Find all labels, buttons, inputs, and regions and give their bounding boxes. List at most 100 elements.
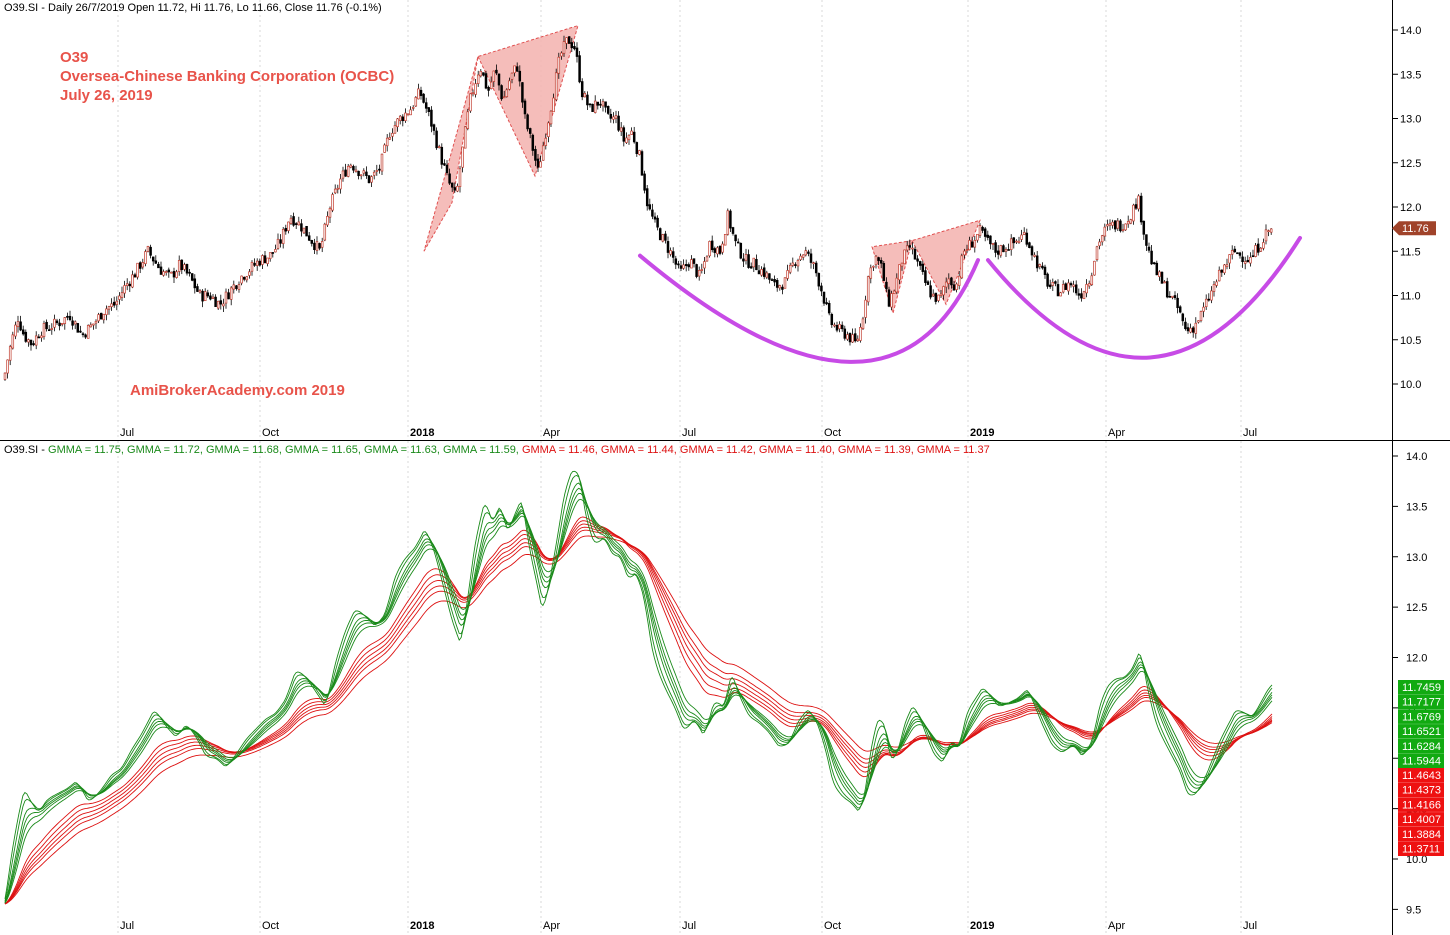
candle-body	[3, 372, 7, 380]
candle-body	[731, 227, 735, 234]
candle-body	[531, 134, 535, 151]
candle-body	[1126, 221, 1130, 225]
candle-body	[791, 262, 795, 266]
candle-body	[357, 170, 360, 177]
candle-body	[1134, 204, 1138, 209]
candle-body	[1074, 284, 1078, 294]
gmma-short-value: 11.7459	[1402, 682, 1441, 694]
candle-body	[341, 170, 345, 179]
candle-body	[736, 241, 740, 244]
candle-body	[45, 321, 48, 330]
candle-body	[778, 285, 782, 289]
candle-body	[497, 73, 501, 86]
candle-body	[1150, 250, 1153, 265]
candle-body	[24, 331, 28, 342]
candle-body	[292, 216, 295, 226]
candle-body	[125, 283, 129, 287]
candle-body	[1121, 229, 1125, 232]
candle-body	[521, 82, 524, 103]
candle-body	[1246, 259, 1250, 263]
candle-body	[557, 56, 561, 74]
gmma-short-value-bg	[1398, 724, 1444, 739]
candle-body	[1212, 284, 1216, 292]
price-x-tick-label: Jul	[682, 427, 696, 439]
candle-body	[627, 134, 631, 141]
candle-body	[846, 334, 849, 340]
candle-body	[177, 260, 181, 272]
candle-body	[190, 273, 194, 281]
candle-body	[606, 105, 610, 114]
gmma-x-tick-label: Apr	[1108, 920, 1125, 932]
candle-body	[409, 109, 412, 116]
candle-body	[63, 317, 67, 324]
candle-body	[136, 262, 139, 278]
candle-body	[947, 278, 951, 284]
candle-body	[354, 169, 358, 172]
candle-body	[1103, 226, 1107, 237]
candle-body	[513, 65, 516, 74]
company-annotation: Oversea-Chinese Banking Corporation (OCB…	[60, 68, 395, 85]
candle-body	[255, 260, 259, 266]
gmma-header-value: GMMA = 11.42,	[679, 444, 759, 456]
candle-body	[216, 300, 220, 309]
candle-body	[219, 300, 223, 305]
candle-body	[1004, 249, 1008, 252]
gmma-short-line	[4, 492, 1273, 904]
candle-body	[1113, 220, 1117, 230]
candle-body	[1189, 327, 1192, 333]
candle-body	[840, 324, 844, 330]
candle-body	[6, 359, 9, 374]
candle-body	[339, 178, 342, 190]
candle-body	[1046, 273, 1049, 287]
candle-body	[931, 293, 935, 297]
candle-body	[1022, 232, 1026, 235]
candle-body	[133, 274, 137, 278]
candle-body	[313, 242, 316, 250]
candle-body	[625, 137, 628, 143]
candle-body	[952, 284, 956, 291]
gmma-x-axis: Jul Oct 2018 Apr Jul Oct 2019 Apr Jul	[120, 920, 1257, 932]
candle-body	[1093, 260, 1096, 276]
candle-body	[492, 70, 496, 82]
candle-body	[768, 273, 771, 280]
candle-body	[102, 313, 106, 321]
candle-body	[1030, 246, 1034, 256]
candle-body	[653, 216, 657, 220]
candle-body	[1233, 248, 1237, 253]
candle-body	[957, 275, 961, 286]
candle-body	[1241, 256, 1244, 263]
candle-body	[718, 245, 722, 254]
candle-body	[502, 96, 506, 99]
price-candles	[3, 35, 1273, 381]
candle-body	[1210, 290, 1213, 301]
candle-body	[944, 281, 948, 288]
candle-body	[281, 229, 285, 244]
candle-body	[224, 291, 228, 304]
candle-body	[1098, 241, 1101, 247]
candle-body	[1230, 250, 1234, 255]
candle-body	[1061, 284, 1065, 293]
candle-body	[609, 113, 613, 119]
candle-body	[222, 303, 225, 307]
candle-body	[1100, 235, 1104, 243]
ticker-annotation: O39	[60, 49, 89, 66]
price-header: O39.SI - Daily 26/7/2019 Open 11.72, Hi …	[4, 2, 382, 14]
candle-body	[453, 187, 457, 191]
candle-body	[786, 270, 789, 279]
candle-body	[487, 86, 490, 91]
candle-body	[1236, 252, 1239, 255]
candle-body	[359, 174, 363, 177]
candle-body	[684, 264, 688, 267]
candle-body	[1184, 321, 1187, 330]
candle-body	[892, 290, 896, 295]
candle-body	[804, 250, 808, 256]
candle-body	[645, 188, 649, 207]
candle-body	[367, 175, 371, 184]
candle-body	[118, 295, 121, 300]
candle-body	[333, 188, 337, 194]
candle-body	[138, 262, 142, 269]
candle-body	[593, 100, 597, 113]
gmma-short-value-bg	[1398, 709, 1444, 724]
price-y-tick-label: 11.5	[1400, 246, 1421, 258]
candle-body	[89, 324, 93, 328]
